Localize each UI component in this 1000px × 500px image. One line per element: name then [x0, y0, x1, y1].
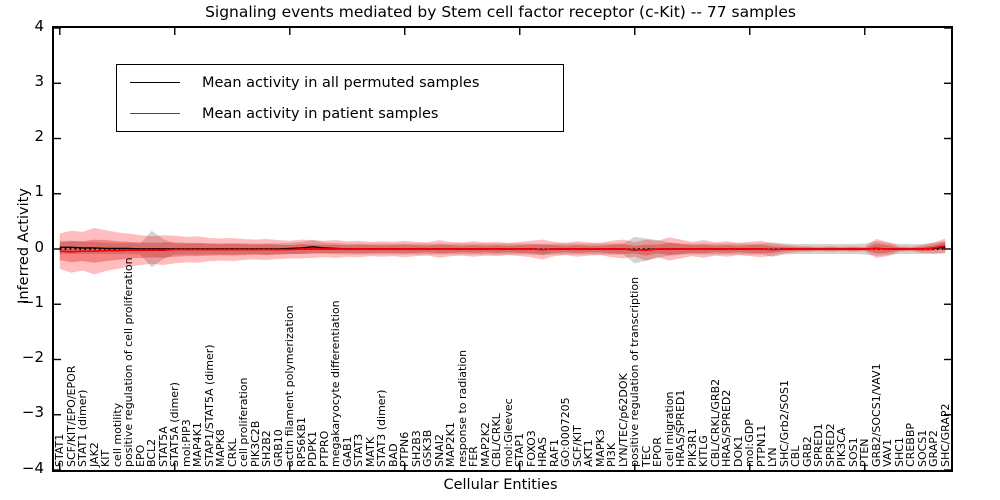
- permuted-line-swatch: [130, 82, 180, 83]
- legend-item-patient: Mean activity in patient samples: [117, 100, 563, 128]
- y-tick-label: −4: [21, 458, 44, 477]
- y-tick-label: 3: [34, 71, 44, 90]
- y-tick-label: −1: [21, 292, 44, 311]
- band-patient-samples-std: [59, 228, 946, 275]
- legend-label: Mean activity in all permuted samples: [202, 74, 480, 91]
- chart-title: Signaling events mediated by Stem cell f…: [205, 3, 796, 21]
- plot-area: STAT1 SCF/KIT/EPO/EPOR STAT1 (dimer) JAK2 KI…: [52, 26, 953, 472]
- legend-item-permuted: Mean activity in all permuted samples: [117, 69, 563, 97]
- y-tick-label: −3: [21, 403, 44, 422]
- y-tick-label: 0: [34, 237, 44, 256]
- y-tick-label: 1: [34, 182, 44, 201]
- legend-label: Mean activity in patient samples: [202, 105, 439, 122]
- band-patient-samples-inner-std: [59, 239, 946, 263]
- patient-line-swatch: [130, 113, 180, 114]
- y-tick-label: 4: [34, 16, 44, 35]
- legend: Mean activity in all permuted samples Me…: [116, 64, 564, 132]
- y-tick-label: 2: [34, 127, 44, 145]
- chart-canvas: [54, 28, 951, 470]
- series-line-patient: [59, 244, 946, 253]
- x-tick-label: positive regulation of cell proliferatio…: [122, 257, 136, 467]
- x-tick-label: positive regulation of transcription: [628, 276, 642, 467]
- y-tick-label: −2: [21, 348, 44, 366]
- x-tick-label: SHC/GRAP2: [938, 403, 952, 467]
- x-axis-label: Cellular Entities: [443, 477, 558, 493]
